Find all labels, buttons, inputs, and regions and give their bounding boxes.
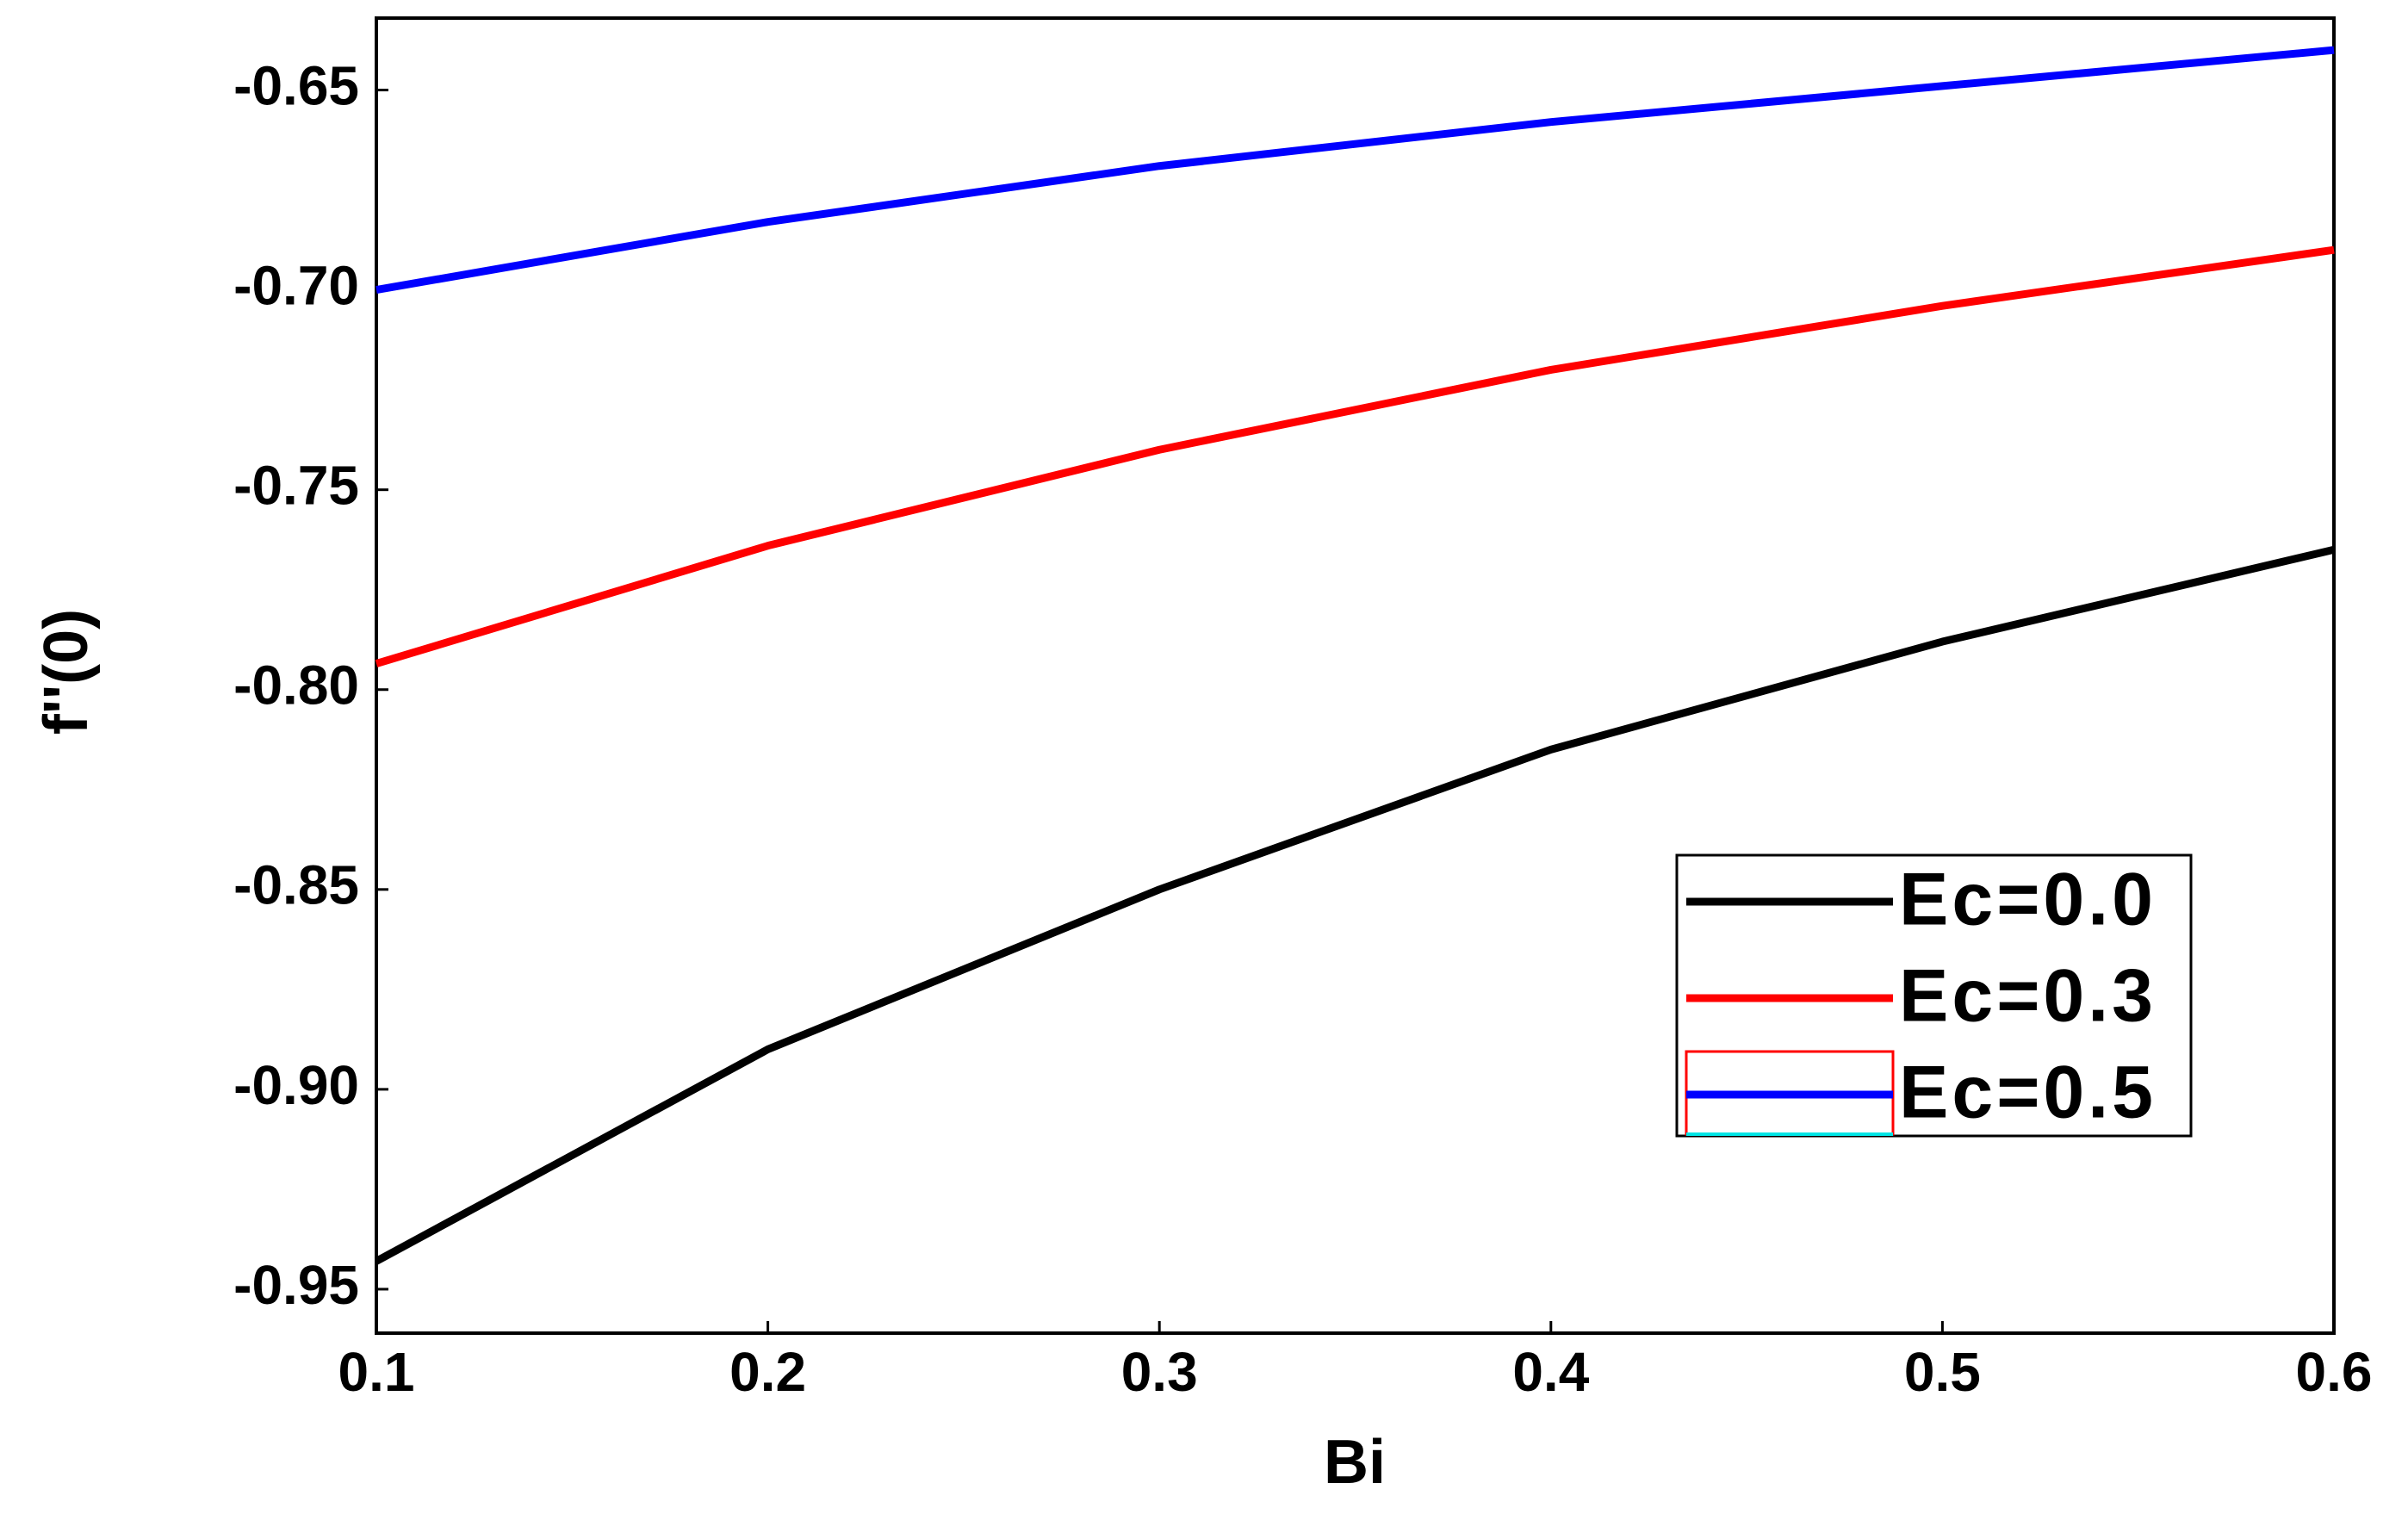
x-tick-label: 0.1 bbox=[338, 1341, 415, 1403]
series-line bbox=[375, 46, 2335, 295]
y-tick-label: -0.85 bbox=[233, 854, 359, 916]
x-tick-label: 0.4 bbox=[1512, 1341, 1589, 1403]
y-tick-label: -0.90 bbox=[233, 1054, 359, 1116]
x-axis-label: Bi bbox=[1324, 1428, 1386, 1497]
legend-text: Ec=0.3 bbox=[1899, 955, 2157, 1038]
x-tick-label: 0.2 bbox=[729, 1341, 806, 1403]
legend: Ec=0.0 Ec=0.3 Ec=0.5 bbox=[1675, 853, 2193, 1138]
y-tick-label: -0.80 bbox=[233, 655, 359, 717]
legend-text: Ec=0.0 bbox=[1899, 859, 2157, 941]
y-tick-label: -0.70 bbox=[233, 255, 359, 317]
y-tick-label: -0.95 bbox=[233, 1254, 359, 1316]
x-tick-label: 0.5 bbox=[1904, 1341, 1981, 1403]
y-tick-label: -0.75 bbox=[233, 455, 359, 517]
plot-frame bbox=[375, 16, 2336, 1335]
series-line bbox=[375, 245, 2335, 667]
legend-text: Ec=0.5 bbox=[1899, 1052, 2157, 1134]
y-tick-label: -0.65 bbox=[233, 54, 359, 116]
x-tick-label: 0.3 bbox=[1121, 1341, 1198, 1403]
x-tick-label: 0.6 bbox=[2296, 1341, 2373, 1403]
series-line bbox=[374, 545, 2336, 1265]
y-axis-label: f''(0) bbox=[32, 609, 101, 735]
